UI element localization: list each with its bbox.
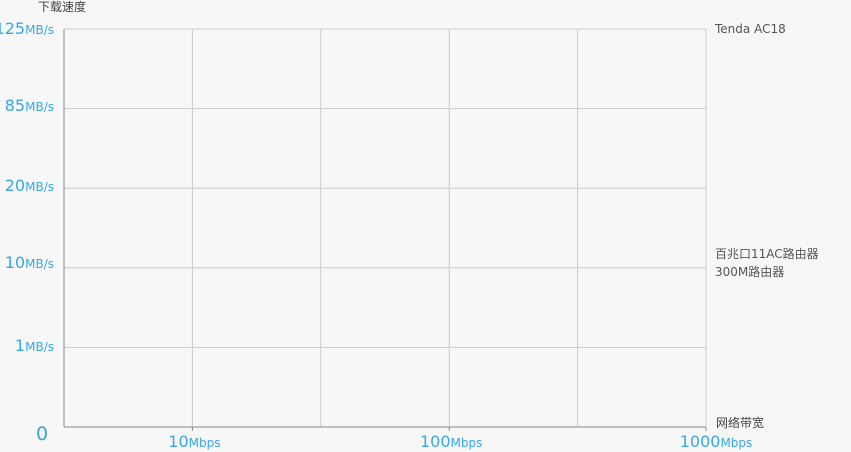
- y-tick-labels: 0 1MB/s 10MB/s 20MB/s 85MB/s 125MB/s: [0, 19, 54, 445]
- x-tick-labels: 10Mbps 100Mbps 1000Mbps: [168, 432, 752, 451]
- x-tick-label: 100Mbps: [420, 432, 482, 451]
- series-label-tenda-ac18: Tenda AC18: [714, 22, 786, 36]
- y-tick-label: 20MB/s: [5, 176, 54, 195]
- series-label-100m-11ac-router: 百兆口11AC路由器: [715, 246, 819, 261]
- y-tick-label: 85MB/s: [5, 96, 54, 115]
- x-tick-label: 10Mbps: [168, 432, 220, 451]
- y-tick-label: 125MB/s: [0, 19, 54, 38]
- x-axis-title: 网络带宽: [716, 415, 764, 430]
- y-tick-label: 1MB/s: [15, 336, 54, 355]
- axes: [63, 29, 707, 431]
- x-tick-label: 1000Mbps: [680, 432, 753, 451]
- y-axis-title: 下载速度: [38, 0, 86, 14]
- y-tick-label: 0: [36, 423, 48, 445]
- y-tick-label: 10MB/s: [5, 253, 54, 272]
- series-label-300m-router: 300M路由器: [715, 264, 784, 279]
- grid: [64, 28, 707, 427]
